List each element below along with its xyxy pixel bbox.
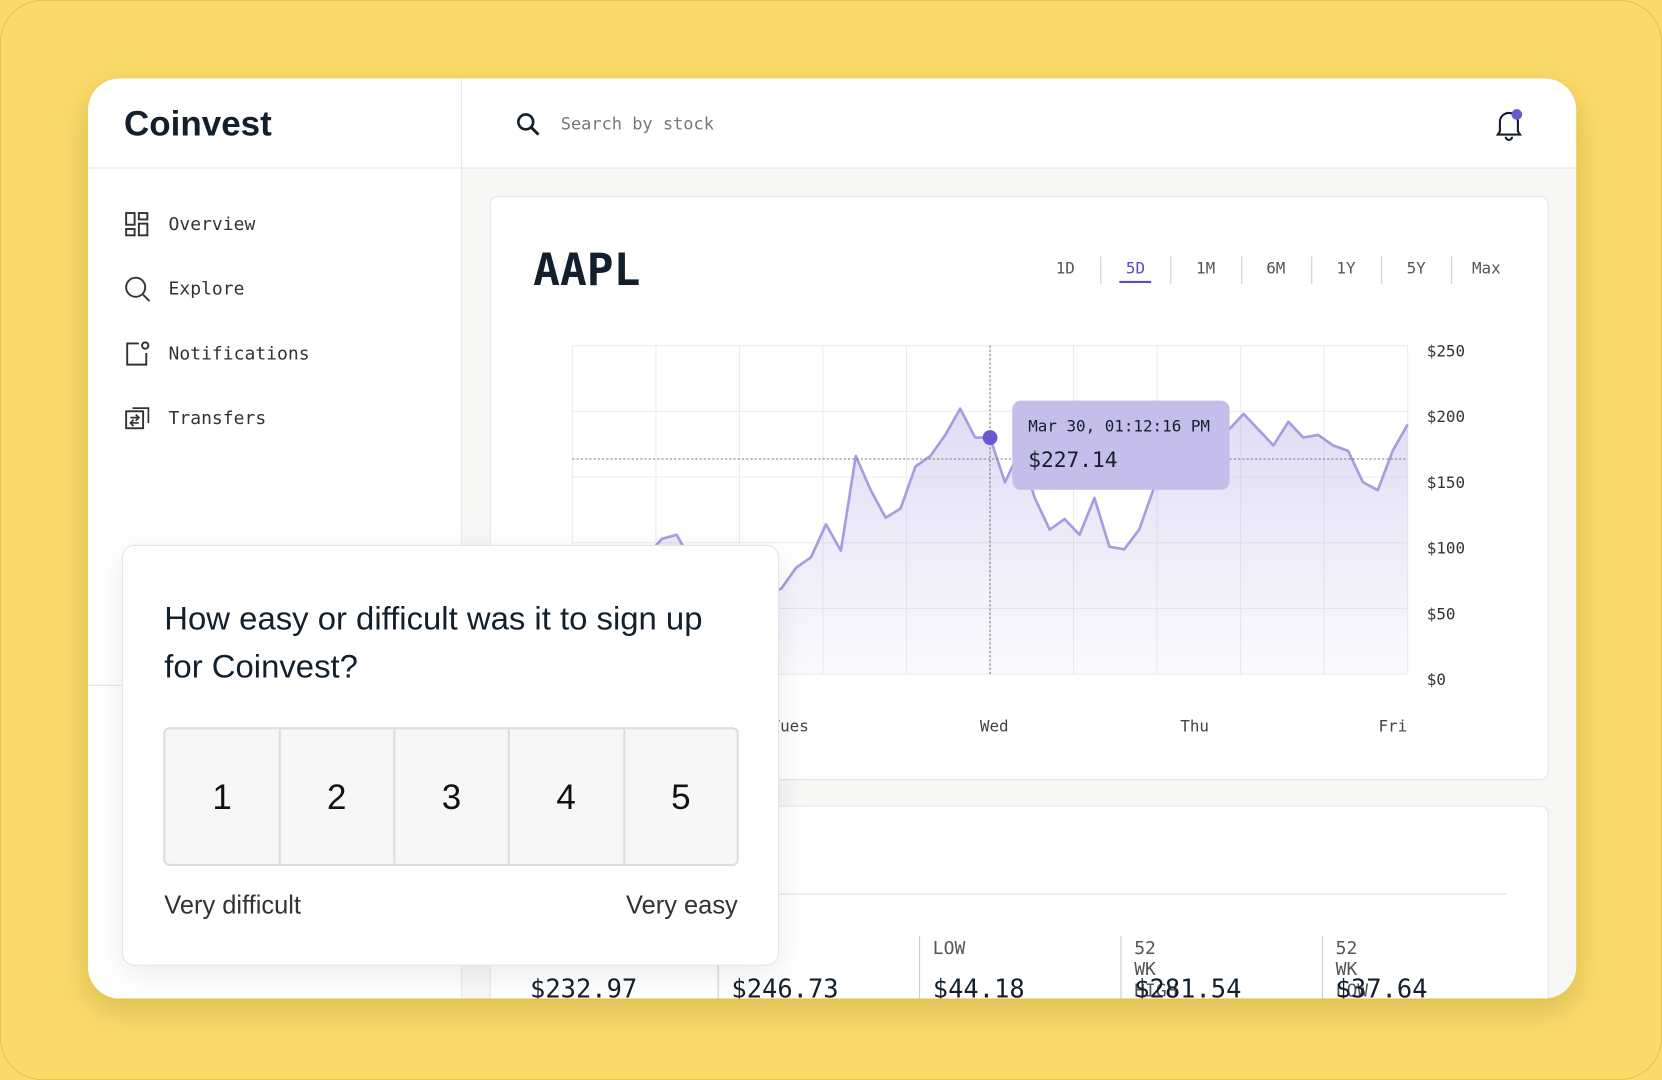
nav-item[interactable]: Overview [124,204,255,246]
range-separator [1451,256,1453,285]
stat-separator [1120,935,1122,999]
tooltip-time: Mar 30, 01:12:16 PM [1028,417,1210,436]
x-tick-label: Thu [1180,717,1209,736]
range-label: 1M [1196,258,1216,278]
y-tick-label: $0 [1427,670,1446,689]
x-tick-label: Wed [980,717,1009,736]
nav-item[interactable]: Notifications [124,333,310,375]
nav-label: Explore [168,278,245,300]
range-label: Max [1471,258,1501,278]
range-button[interactable]: 5D [1104,258,1168,284]
stat-separator [919,935,921,999]
brand: Coinvest [124,103,272,144]
y-tick-label: $100 [1427,539,1465,558]
stock-symbol: AAPL [533,243,641,296]
nav-label: Transfers [168,408,267,430]
stat-value: $281.54 [1134,974,1242,999]
survey-modal: How easy or difficult was it to sign up … [121,544,780,966]
nav-item[interactable]: Transfers [124,397,266,439]
y-tick-label: $150 [1427,473,1465,492]
stat-label: LOW [932,938,966,960]
nav-label: Overview [168,214,256,236]
divider [87,684,122,686]
top-bar: Search by stock [462,78,1577,169]
range-label: 1D [1055,258,1075,278]
max-label: Very easy [626,891,738,921]
range-button[interactable]: 6M [1244,259,1308,278]
hover-point [982,430,998,445]
min-label: Very difficult [164,891,301,921]
range-button[interactable]: 1D [1034,259,1098,278]
rating-option[interactable]: 5 [671,776,691,816]
tooltip [1012,400,1230,490]
range-button[interactable]: Max [1455,259,1519,278]
nav-item[interactable]: Explore [124,268,244,310]
range-label: 6M [1266,258,1286,278]
stat-label: 52 WK LOW [1335,938,1369,999]
rating-option[interactable]: 2 [280,729,396,864]
stat-value: $246.73 [731,974,839,999]
rating-option[interactable]: 1 [165,729,281,864]
search-icon[interactable] [515,111,543,139]
divider [531,893,1507,895]
rating-option[interactable]: 4 [509,729,625,864]
stat-value: $232.97 [530,974,638,999]
stat-label: 52 WK HIGH [1134,938,1178,999]
stat-value: $37.64 [1335,974,1428,999]
range-button[interactable]: 1M [1174,259,1238,278]
range-label: 5Y [1406,258,1426,278]
bell-icon[interactable] [1492,106,1528,142]
y-tick-label: $50 [1427,604,1456,623]
range-separator [1381,256,1383,285]
nav-icon [124,340,152,368]
range-separator [1170,256,1172,285]
range-separator [1240,256,1242,285]
y-tick-label: $200 [1427,407,1465,426]
y-tick-label: $250 [1427,341,1465,360]
search-input[interactable]: Search by stock [560,113,714,134]
nav-icon [124,405,152,433]
brand-bar: Coinvest [87,78,462,169]
range-label: 1Y [1336,258,1356,278]
nav-label: Notifications [168,343,310,365]
x-tick-label: Tues [771,717,809,736]
stat-separator [717,935,719,999]
stat-separator [1321,935,1323,999]
rating-option[interactable]: 3 [395,729,511,864]
nav-icon [124,211,152,239]
range-separator [1100,256,1102,285]
tooltip-value: $227.14 [1028,447,1117,472]
range-label: 5D [1119,258,1152,284]
stat-value: $44.18 [932,974,1025,999]
survey-question: How easy or difficult was it to sign up … [164,599,703,685]
range-separator [1310,256,1312,285]
nav-icon [124,276,152,304]
range-button[interactable]: 1Y [1314,259,1378,278]
x-tick-label: Fri [1378,717,1407,736]
range-button[interactable]: 5Y [1384,259,1448,278]
